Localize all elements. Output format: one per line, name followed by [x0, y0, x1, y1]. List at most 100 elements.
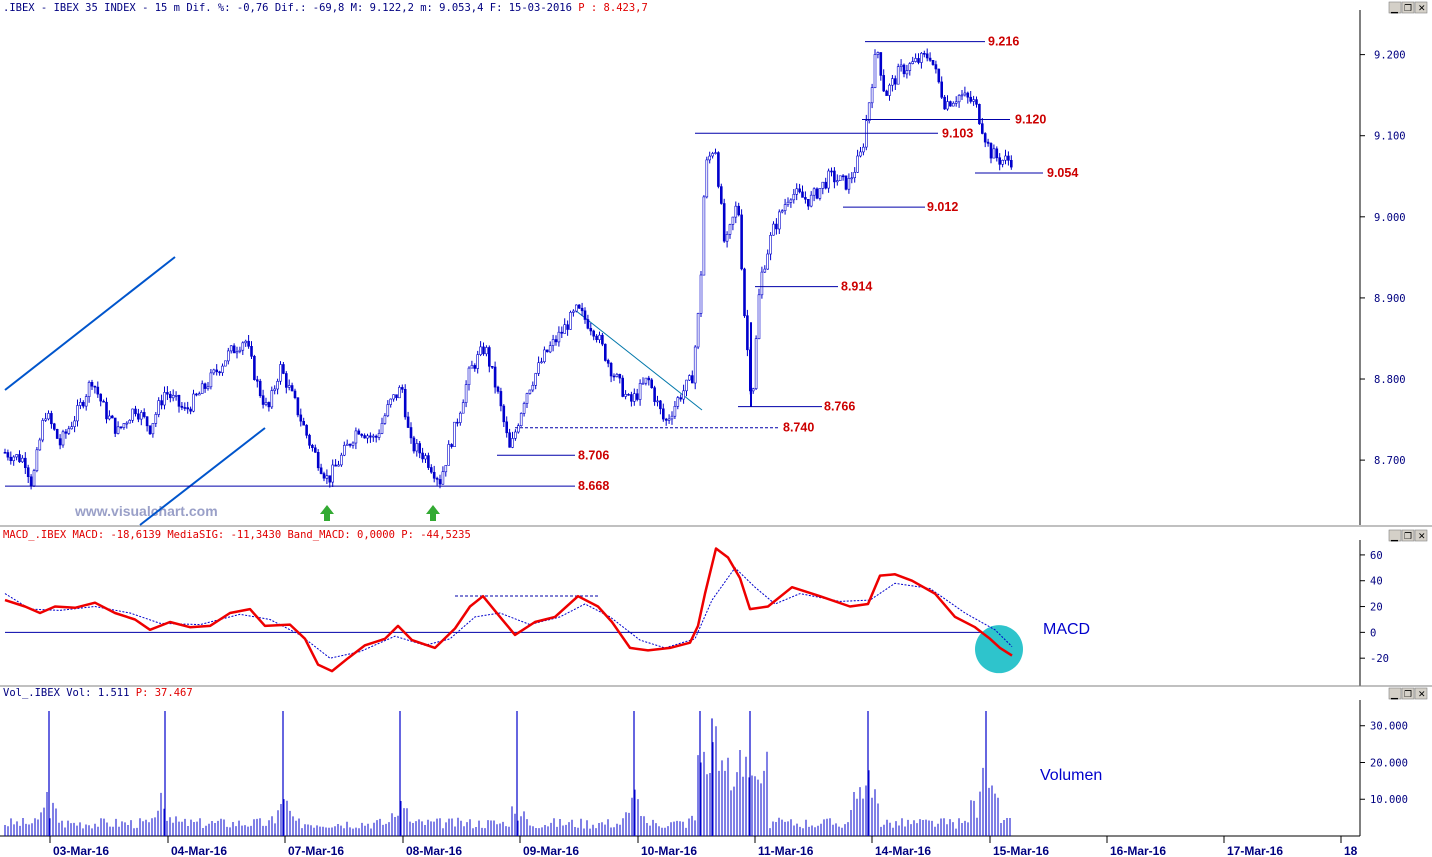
level-label: 9.054	[1047, 166, 1078, 180]
candle-body	[983, 133, 987, 143]
candle-body	[995, 148, 999, 159]
restore-button[interactable]: ❐	[1401, 687, 1415, 700]
candle-body	[84, 396, 88, 407]
candle-body	[403, 388, 407, 418]
candle-body	[679, 397, 683, 400]
close-icon: ✕	[1418, 532, 1426, 542]
x-tick-label: 08-Mar-16	[406, 844, 462, 857]
macd-layer: 60 40 20 0 -20	[4, 547, 1389, 674]
minimize-icon: ▁	[1390, 690, 1399, 700]
candle-body	[931, 59, 935, 65]
candle-body	[719, 186, 723, 204]
x-tick-label: 10-Mar-16	[641, 844, 697, 857]
minimize-button[interactable]: ▁	[1388, 687, 1402, 700]
candle-body	[308, 434, 311, 446]
candle-body	[696, 313, 700, 348]
candle-body	[569, 311, 572, 330]
candle-body	[615, 373, 619, 377]
candle-body	[673, 405, 677, 417]
candle-body	[635, 393, 639, 400]
candle-body	[746, 315, 749, 351]
candle-body	[18, 454, 21, 463]
candle-body	[398, 387, 401, 399]
candle-body	[496, 386, 500, 392]
candle-body	[603, 343, 607, 361]
volume-layer: 30.000 20.000 10.000	[4, 711, 1408, 836]
candle-body	[270, 390, 274, 408]
candle-body	[586, 319, 590, 329]
candle-body	[943, 96, 946, 110]
candle-body	[137, 413, 140, 420]
candle-body	[885, 90, 888, 96]
candle-body	[650, 379, 654, 388]
candle-body	[160, 400, 163, 406]
candle-body	[371, 435, 375, 438]
trend-line-lower	[139, 427, 266, 526]
candle-body	[754, 338, 758, 390]
candle-body	[598, 334, 601, 341]
candle-body	[838, 175, 842, 182]
candle-body	[795, 188, 799, 195]
candle-body	[183, 407, 187, 409]
candle-body	[154, 414, 158, 424]
restore-button[interactable]: ❐	[1401, 1, 1415, 14]
candle-body	[864, 120, 868, 148]
volume-panel-label: Volumen	[1040, 767, 1102, 784]
candle-body	[235, 351, 239, 354]
candle-body	[169, 393, 172, 399]
minimize-button[interactable]: ▁	[1388, 529, 1402, 542]
candle-body	[954, 101, 958, 104]
candle-body	[23, 457, 27, 469]
candle-body	[215, 369, 218, 373]
candle-body	[342, 445, 346, 456]
candle-body	[780, 210, 784, 213]
candle-body	[76, 405, 79, 422]
close-button[interactable]: ✕	[1414, 529, 1428, 542]
candle-body	[456, 421, 459, 424]
candle-body	[676, 397, 680, 407]
candle-body	[606, 360, 610, 364]
candle-body	[986, 141, 990, 144]
signal-line	[4, 567, 1013, 659]
x-tick-label: 04-Mar-16	[171, 844, 227, 857]
candle-body	[734, 205, 738, 218]
candle-body	[818, 188, 822, 199]
candle-body	[151, 423, 155, 435]
candle-body	[940, 81, 944, 98]
y-tick-label: 9.200	[1374, 50, 1406, 62]
buy-arrow-icon	[426, 505, 440, 521]
candle-body	[998, 157, 1002, 165]
candle-body	[618, 373, 622, 379]
minimize-icon: ▁	[1390, 532, 1399, 542]
candle-body	[64, 431, 68, 434]
candle-body	[67, 428, 71, 434]
candle-body	[316, 451, 320, 469]
macd-panel-label: MACD	[1043, 621, 1090, 638]
candle-body	[482, 346, 485, 355]
candle-body	[850, 177, 854, 180]
candle-body	[595, 335, 598, 341]
minimize-button[interactable]: ▁	[1388, 1, 1402, 14]
restore-button[interactable]: ❐	[1401, 529, 1415, 542]
candle-body	[177, 394, 181, 407]
close-button[interactable]: ✕	[1414, 1, 1428, 14]
candle-body	[328, 475, 332, 483]
candle-body	[21, 457, 24, 463]
candle-body	[612, 375, 616, 378]
macd-line	[4, 547, 1013, 673]
candle-body	[148, 425, 152, 435]
candle-body	[949, 101, 952, 107]
candle-body	[224, 360, 227, 367]
buy-arrow-icon	[320, 505, 334, 521]
candle-body	[142, 412, 146, 417]
candle-body	[545, 349, 549, 353]
candle-body	[798, 188, 801, 193]
macd-header: MACD_.IBEX MACD: -18,6139 MediaSIG: -11,…	[3, 529, 471, 541]
volume-header-last: P: 37.467	[136, 687, 193, 699]
candle-body	[893, 78, 897, 85]
candle-body	[737, 205, 741, 216]
close-icon: ✕	[1418, 4, 1426, 14]
close-button[interactable]: ✕	[1414, 687, 1428, 700]
candle-body	[145, 416, 149, 427]
candle-body	[853, 172, 857, 179]
